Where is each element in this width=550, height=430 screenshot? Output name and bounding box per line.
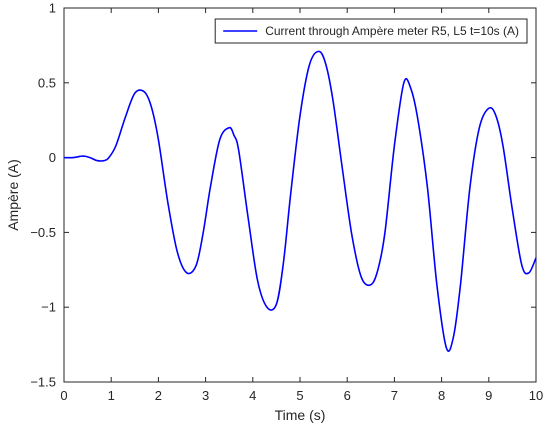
x-tick-label: 0	[60, 388, 67, 403]
series-layer	[63, 50, 537, 352]
x-tick-label: 3	[202, 388, 209, 403]
y-tick-label: 0.5	[38, 75, 56, 90]
x-tick-label: 2	[155, 388, 162, 403]
axes-box	[63, 7, 537, 383]
x-tick-label: 4	[249, 388, 256, 403]
x-axis-label: Time (s)	[275, 407, 326, 423]
series-line	[63, 50, 537, 352]
y-tick-label: −1	[41, 300, 56, 315]
y-tick-label: 0	[49, 150, 56, 165]
x-tick-label: 1	[108, 388, 115, 403]
x-tick-label: 5	[296, 388, 303, 403]
legend-box	[214, 18, 528, 44]
x-tick-label: 6	[344, 388, 351, 403]
x-tick-label: 10	[529, 388, 543, 403]
y-axis-label: Ampère (A)	[5, 159, 21, 231]
legend: Current through Ampère meter R5, L5 t=10…	[214, 18, 528, 44]
legend-entry-label: Current through Ampère meter R5, L5 t=10…	[265, 24, 519, 38]
x-tick-label: 8	[438, 388, 445, 403]
x-tick-label: 7	[391, 388, 398, 403]
ticks-layer: 0 1 2 3 4 5 6 7 8 9 10 −1.5 −1 −0.5 0 0.5 1	[30, 1, 543, 404]
x-tick-label: 9	[485, 388, 492, 403]
plot-area	[63, 7, 537, 383]
y-tick-label: 1	[49, 1, 56, 16]
y-tick-label: −1.5	[30, 375, 56, 390]
y-tick-label: −0.5	[30, 225, 56, 240]
